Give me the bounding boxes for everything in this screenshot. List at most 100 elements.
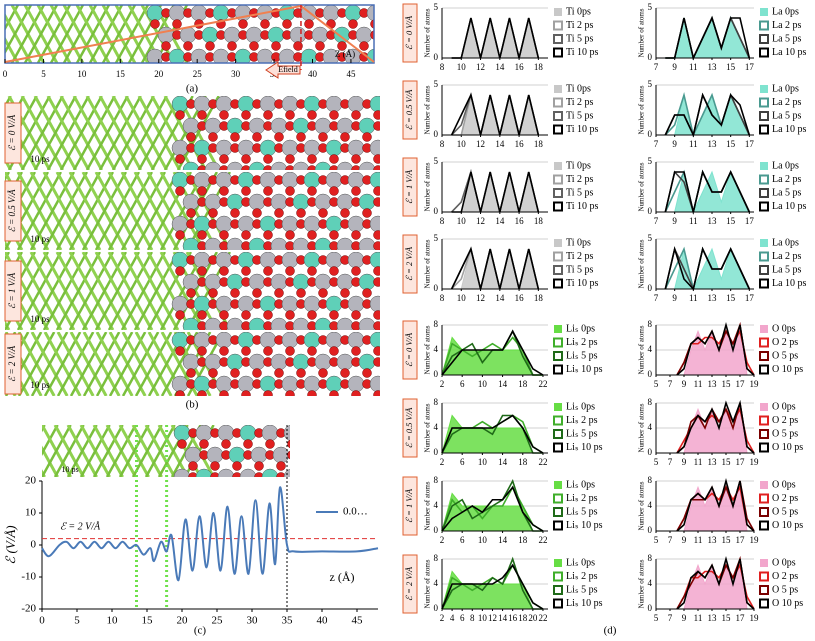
- bond: [69, 332, 108, 396]
- legend-label: Ti 2 ps: [566, 174, 594, 185]
- atom: [322, 5, 340, 22]
- legend-swatch: [553, 429, 563, 439]
- atom: [261, 425, 279, 442]
- atom: [307, 165, 317, 170]
- x-tick-label: 22: [538, 613, 547, 623]
- x-tick-label: 10: [478, 535, 488, 545]
- bond: [29, 172, 75, 250]
- atom: [175, 110, 185, 120]
- atom: [329, 266, 339, 276]
- atom: [248, 161, 266, 170]
- atom: [347, 172, 365, 189]
- distribution-line: [450, 92, 540, 136]
- distribution-line: [664, 169, 751, 213]
- field-label: ℰ = 0 V/Å: [7, 114, 17, 151]
- atom: [373, 346, 380, 356]
- legend-swatch: [553, 265, 563, 275]
- bond: [108, 332, 147, 396]
- panel-label: (a): [186, 83, 199, 95]
- legend-swatch: [759, 585, 769, 595]
- atom: [340, 132, 350, 142]
- atom: [296, 288, 306, 298]
- x-tick-label: 15: [726, 293, 736, 303]
- bond: [120, 252, 166, 330]
- bond: [30, 332, 69, 396]
- atom: [175, 266, 185, 276]
- x-tick-label: 15: [722, 613, 732, 623]
- legend-swatch: [553, 585, 563, 595]
- atom: [171, 215, 189, 233]
- field-label-box: [4, 333, 22, 395]
- atom: [329, 186, 339, 196]
- atom: [249, 41, 259, 51]
- atom: [230, 132, 240, 142]
- atom: [351, 230, 361, 240]
- atom: [219, 230, 229, 240]
- legend-label: Ti 10 ps: [566, 124, 599, 135]
- x-tick-label: 22: [538, 535, 547, 545]
- x-tick-label: 0: [3, 69, 8, 79]
- bond: [107, 252, 153, 330]
- atom: [285, 346, 295, 356]
- bond: [49, 5, 84, 63]
- legend-label: Ti 10 ps: [566, 278, 599, 289]
- atom: [217, 425, 235, 442]
- x-tick-label: 15: [726, 62, 736, 72]
- atom: [296, 208, 306, 218]
- atom: [241, 110, 251, 120]
- atom: [215, 139, 233, 157]
- atom: [197, 346, 207, 356]
- atom: [329, 154, 339, 164]
- bond: [82, 332, 121, 396]
- y-tick-label: 8: [434, 553, 439, 563]
- x-tick-label: 15: [722, 457, 732, 467]
- x-tick-label: 25: [193, 69, 203, 79]
- atom: [307, 110, 317, 120]
- time-label: 10 ps: [61, 465, 78, 474]
- atom: [259, 215, 277, 233]
- legend-label: Ti 5 ps: [566, 187, 594, 198]
- atom: [307, 310, 317, 320]
- x-tick-label: 5: [654, 379, 659, 389]
- atom: [285, 310, 295, 320]
- legend-label: La 10 ps: [772, 47, 807, 58]
- x-tick-label: 20: [177, 615, 189, 627]
- atom: [241, 346, 251, 356]
- atom: [285, 230, 295, 240]
- field-label: ℰ = 0 V/Å: [404, 332, 414, 367]
- y-tick-label: 0: [648, 206, 653, 216]
- atom: [223, 26, 241, 44]
- atom: [325, 172, 343, 189]
- atom: [274, 132, 284, 142]
- y-tick-label: 0: [434, 52, 439, 62]
- legend-swatch: [553, 520, 563, 531]
- x-tick-label: 19: [750, 457, 760, 467]
- axis-title: Number of atoms: [638, 559, 646, 608]
- atom: [171, 295, 189, 313]
- atom: [281, 96, 299, 113]
- x-tick-label: 7: [654, 139, 659, 149]
- atom: [314, 193, 332, 211]
- time-label: 10 ps: [30, 314, 50, 324]
- atom: [263, 266, 273, 276]
- legend-label: O 5 ps: [772, 350, 798, 361]
- bond: [29, 252, 75, 330]
- y-tick-label: 5: [648, 233, 653, 243]
- atom: [311, 26, 329, 44]
- legend-label: La 2 ps: [772, 20, 802, 31]
- atom: [373, 110, 380, 120]
- x-tick-label: 14: [498, 535, 508, 545]
- atom: [347, 252, 365, 269]
- time-label: 10 ps: [30, 380, 50, 390]
- x-tick-label: 14: [495, 216, 505, 226]
- atom: [358, 353, 376, 371]
- atom: [219, 186, 229, 196]
- atom: [197, 110, 207, 120]
- legend-swatch: [553, 337, 563, 348]
- x-tick-label: 5: [41, 69, 46, 79]
- x-tick-label: 17: [745, 139, 755, 149]
- legend-swatch: [554, 162, 562, 170]
- y-tick-label: 0: [434, 603, 439, 613]
- bond: [92, 425, 124, 477]
- x-tick-label: 11: [694, 457, 703, 467]
